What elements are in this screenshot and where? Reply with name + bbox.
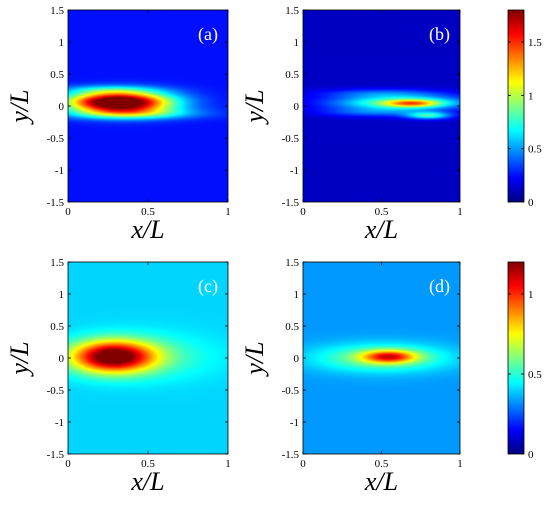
y-tick-label: -1.5 <box>47 449 65 461</box>
heatmap-image <box>303 262 460 454</box>
y-tick-label: 1.5 <box>285 257 299 269</box>
y-tick-label: -1.5 <box>47 197 65 209</box>
colorbar-tick-label: 1.5 <box>528 37 542 49</box>
y-axis-label: y/L <box>5 341 34 377</box>
y-tick-label: -0.5 <box>282 385 300 397</box>
y-tick-label: 0 <box>294 101 300 113</box>
y-tick-label: 0 <box>294 353 300 365</box>
y-tick-label: -1 <box>55 417 64 429</box>
y-tick-label: -0.5 <box>282 133 300 145</box>
colorbar-tick-label: 1 <box>528 289 534 301</box>
x-tick-label: 0 <box>65 206 71 218</box>
colorbar-frame <box>507 9 525 203</box>
y-tick-label: 0.5 <box>50 69 64 81</box>
y-tick-label: 1 <box>59 37 65 49</box>
y-tick-label: 1 <box>294 289 300 301</box>
panel-label: (d) <box>429 276 450 297</box>
x-tick-label: 1 <box>225 458 231 470</box>
x-tick-label: 0.5 <box>141 206 155 218</box>
colorbar-gradient <box>508 10 524 202</box>
x-tick-label: 0.5 <box>375 206 389 218</box>
x-tick-label: 1 <box>457 206 463 218</box>
x-axis-label: x/L <box>364 215 398 244</box>
panel-b: 1.510.50-0.5-1-1.50 0.5 1(b)x/Ly/L <box>240 5 463 244</box>
y-tick-label: -0.5 <box>47 385 65 397</box>
heatmap-image <box>303 10 460 202</box>
colorbar-tick-label: 0 <box>528 449 534 461</box>
y-axis-label: y/L <box>240 89 269 125</box>
x-tick-label: 0.5 <box>141 458 155 470</box>
heatmap-image <box>68 262 228 454</box>
y-tick-label: -1 <box>55 165 64 177</box>
colorbar-tick-label: 0.5 <box>528 369 542 381</box>
y-tick-label: -1.5 <box>282 197 300 209</box>
y-tick-label: -0.5 <box>47 133 65 145</box>
x-tick-label: 0.5 <box>375 458 389 470</box>
y-tick-label: 0.5 <box>50 321 64 333</box>
panel-a: 1.510.50-0.5-1-1.50 0.5 1(a)x/Ly/L <box>5 5 231 244</box>
y-tick-label: 0 <box>59 353 65 365</box>
panel-c: 1.510.50-0.5-1-1.50 0.5 1(c)x/Ly/L <box>5 257 231 496</box>
y-axis-label: y/L <box>240 341 269 377</box>
panel-d: 1.510.50-0.5-1-1.50 0.5 1(d)x/Ly/L <box>240 257 463 496</box>
y-tick-label: 1 <box>59 289 65 301</box>
y-tick-label: 0.5 <box>285 321 299 333</box>
y-tick-label: -1.5 <box>282 449 300 461</box>
x-tick-label: 1 <box>457 458 463 470</box>
x-tick-label: 0 <box>65 458 71 470</box>
colorbar-gradient <box>508 262 524 454</box>
x-tick-label: 0 <box>300 458 306 470</box>
panel-label: (b) <box>429 24 450 45</box>
panel-label: (a) <box>198 24 218 45</box>
heatmap-image <box>68 10 228 202</box>
colorbar-1: 0 0.5 1 1.5 <box>507 9 542 209</box>
panel-label: (c) <box>198 276 218 297</box>
colorbar-tick-label: 1 <box>528 90 534 102</box>
x-axis-label: x/L <box>130 467 164 496</box>
y-tick-label: 1 <box>294 37 300 49</box>
y-tick-label: -1 <box>290 417 299 429</box>
y-tick-label: 1.5 <box>285 5 299 17</box>
y-axis-label: y/L <box>5 89 34 125</box>
x-axis-label: x/L <box>364 467 398 496</box>
y-tick-label: 0.5 <box>285 69 299 81</box>
colorbar-frame <box>507 261 525 455</box>
y-tick-label: 1.5 <box>50 257 64 269</box>
colorbar-2: 00.51 <box>507 261 542 461</box>
y-tick-label: 1.5 <box>50 5 64 17</box>
x-tick-label: 1 <box>225 206 231 218</box>
y-tick-label: -1 <box>290 165 299 177</box>
y-tick-label: 0 <box>59 101 65 113</box>
colorbar-tick-label: 0.5 <box>528 144 542 156</box>
x-tick-label: 0 <box>300 206 306 218</box>
colorbar-tick-label: 0 <box>528 197 534 209</box>
x-axis-label: x/L <box>130 215 164 244</box>
